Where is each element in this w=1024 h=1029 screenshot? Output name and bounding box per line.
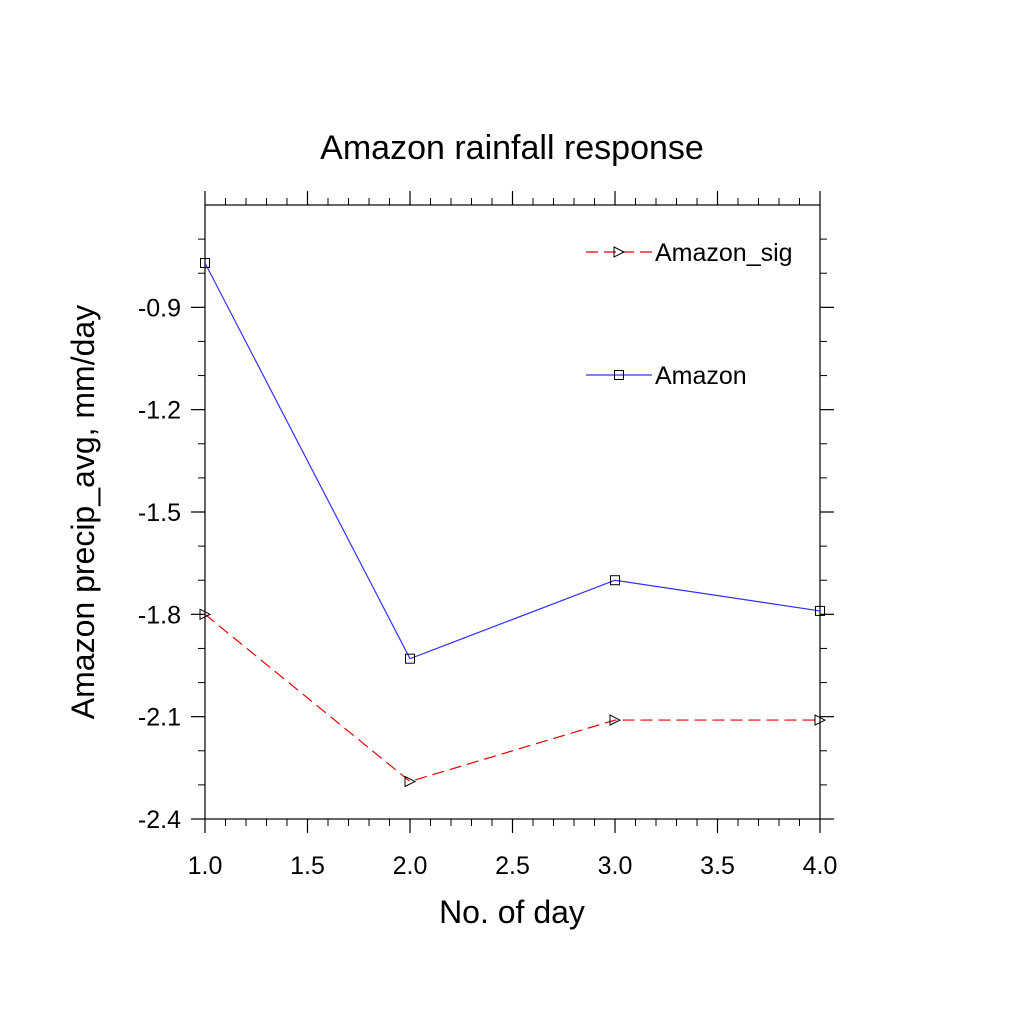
data-point-amazon-sig [814,714,827,726]
x-axis-label: No. of day [439,894,585,930]
data-point-amazon [815,605,825,616]
x-tick-label: 2.5 [495,852,530,880]
legend-label-amazon: Amazon [655,362,747,390]
legend-marker-amazon-sig [613,246,626,258]
legend-label-amazon-sig: Amazon_sig [655,239,793,267]
x-tick-label: 3.5 [700,852,735,880]
x-tick-label: 4.0 [803,852,838,880]
x-tick-label: 1.0 [188,852,223,880]
data-point-amazon-sig [609,714,622,726]
legend-marker-amazon [614,370,624,380]
y-tick-label: -1.8 [138,601,181,629]
data-point-amazon [200,257,210,268]
data-point-amazon-sig [404,775,417,788]
y-tick-label: -1.5 [138,499,181,527]
data-point-amazon-sig [199,608,212,621]
series-line-amazon [204,262,821,660]
data-point-amazon [610,575,620,586]
x-tick-label: 2.0 [393,852,428,880]
y-axis-label: Amazon precip_avg, mm/day [65,305,101,719]
y-tick-label: -1.2 [138,397,181,425]
plot-frame [204,204,821,820]
data-point-amazon [405,653,415,664]
x-tick-label: 3.0 [598,852,633,880]
chart-title: Amazon rainfall response [320,129,704,167]
plot-area: 1.0 1.5 2.0 2.5 3.0 3.5 4.0 -2.4 -2.1 -1.8 -1.5 -1.… [138,191,837,880]
y-tick-label: -0.9 [138,294,181,322]
series-line-amazon-sig [204,613,820,783]
y-tick-label: -2.4 [138,806,181,834]
y-tick-label: -2.1 [138,704,181,732]
x-tick-label: 1.5 [290,852,325,880]
